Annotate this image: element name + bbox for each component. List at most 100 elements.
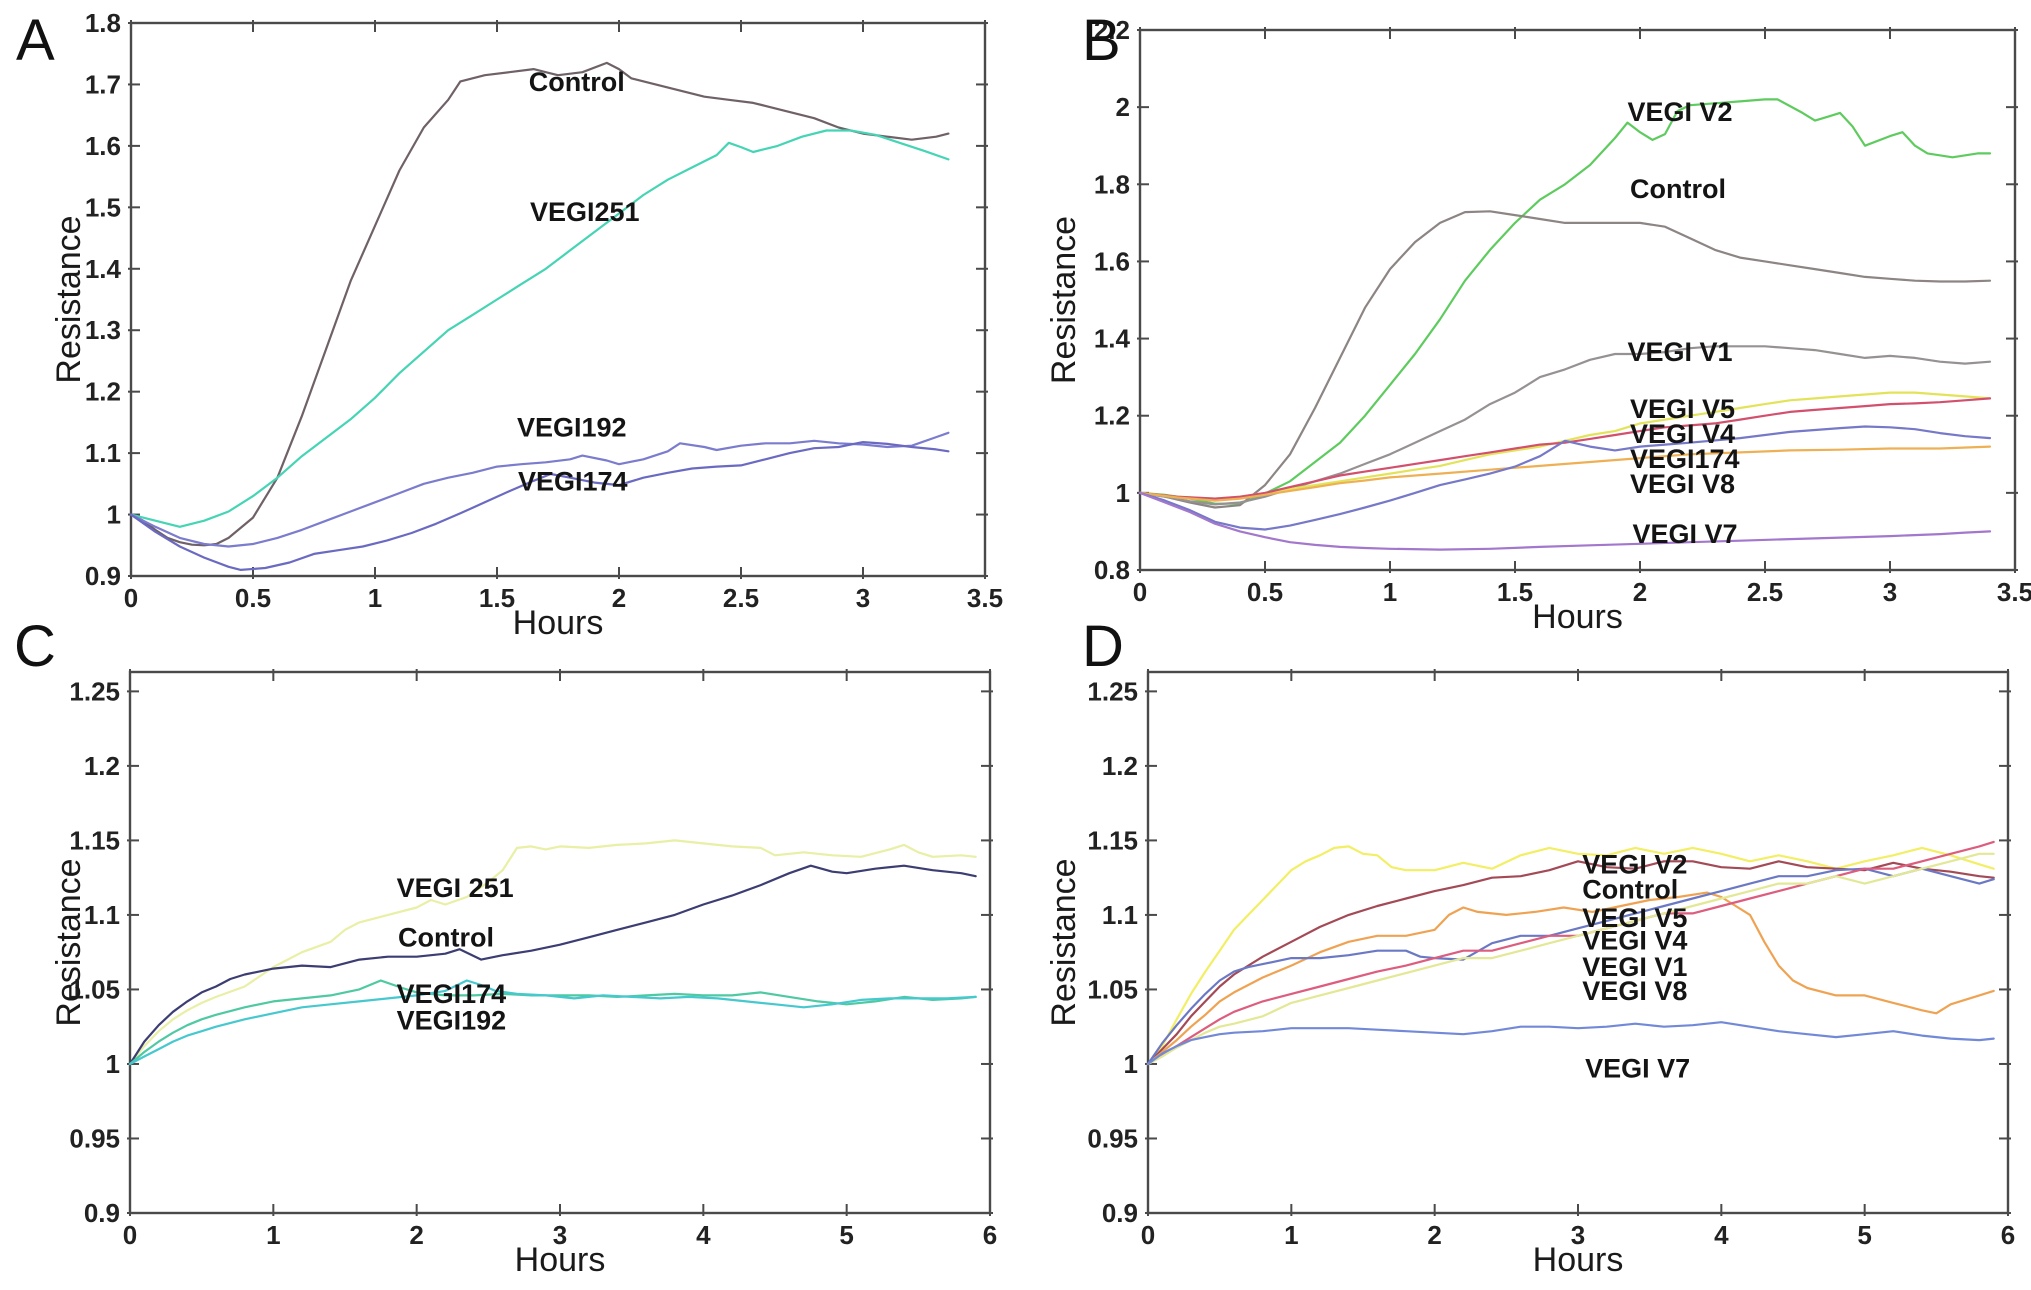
series-label-vegi174: VEGI174 <box>518 466 628 496</box>
y-tick-label: 0.8 <box>1094 555 1130 585</box>
y-tick-label: 1.05 <box>1087 974 1138 1004</box>
y-tick-label: 1.25 <box>1087 676 1138 706</box>
y-tick-label: 2.2 <box>1094 15 1130 45</box>
x-tick-label: 2 <box>409 1220 423 1250</box>
series-label-vegi-v7: VEGI V7 <box>1585 1053 1690 1083</box>
series-label-vegi-v4: VEGI V4 <box>1630 419 1735 449</box>
series-label-vegi-v7: VEGI V7 <box>1633 519 1738 549</box>
x-tick-label: 3 <box>856 583 870 613</box>
y-axis-label: Resistance <box>1045 216 1083 384</box>
y-tick-label: 1.25 <box>69 676 120 706</box>
x-axis-label: Hours <box>513 604 604 642</box>
x-tick-label: 0 <box>1141 1220 1155 1250</box>
series-label-vegi192: VEGI192 <box>517 412 627 442</box>
x-tick-label: 4 <box>1714 1220 1729 1250</box>
series-line-vegi192 <box>128 979 977 1066</box>
x-tick-label: 0 <box>123 1220 137 1250</box>
y-axis-label: Resistance <box>50 215 88 383</box>
y-tick-label: 1.2 <box>1102 751 1138 781</box>
series-label-vegi-v1: VEGI V1 <box>1628 337 1733 367</box>
y-tick-label: 1.6 <box>1094 246 1130 276</box>
panel-letter-c: C <box>14 614 56 679</box>
series-label-vegi174: VEGI174 <box>397 979 507 1009</box>
plot-frame <box>1146 670 2010 1215</box>
series-label-control: Control <box>529 67 625 97</box>
panel-letter-d: D <box>1082 614 1124 679</box>
x-tick-label: 1 <box>1284 1220 1298 1250</box>
x-tick-label: 3.5 <box>1997 577 2031 607</box>
panel-d: 0 1 2 3 4 5 6 0.9 0.95 1 1.05 1.1 1.15 1.2 1.25 Hours Re… <box>1045 614 2015 1279</box>
series-label-vegi174: VEGI174 <box>1630 444 1740 474</box>
series-label-control: Control <box>1582 875 1678 905</box>
x-tick-label: 2.5 <box>723 583 759 613</box>
y-tick-label: 2 <box>1116 92 1130 122</box>
y-tick-label: 1.5 <box>85 192 121 222</box>
x-tick-label: 0.5 <box>1247 577 1283 607</box>
series-line-vegi-v2 <box>1138 98 1992 505</box>
y-tick-label: 1.3 <box>85 315 121 345</box>
series-label-vegi-v2: VEGI V2 <box>1628 97 1733 127</box>
x-tick-label: 0 <box>1133 577 1147 607</box>
y-tick-label: 1.7 <box>85 69 121 99</box>
series-line-vegi174 <box>1138 445 1992 502</box>
y-axis-label: Resistance <box>1045 858 1083 1026</box>
x-tick-label: 6 <box>2001 1220 2015 1250</box>
y-tick-label: 1 <box>1124 1049 1138 1079</box>
series-label-vegi-251: VEGI 251 <box>397 873 514 903</box>
series-line-vegi-v4 <box>1138 397 1992 500</box>
series-line-vegi174 <box>128 979 977 1066</box>
panel-letter-a: A <box>16 8 55 73</box>
y-tick-label: 1 <box>1116 478 1130 508</box>
y-tick-label: 1.4 <box>85 254 122 284</box>
series-line-vegi-v5 <box>1146 891 1995 1066</box>
y-tick-label: 1.1 <box>84 900 120 930</box>
series-label-vegi-v5: VEGI V5 <box>1582 903 1687 933</box>
series-line-control <box>128 864 977 1066</box>
series-line-vegi-v7 <box>1138 491 1992 551</box>
series-line-vegi-v8 <box>1138 425 1992 531</box>
series-label-vegi192: VEGI192 <box>397 1006 507 1036</box>
x-axis-label: Hours <box>515 1241 606 1279</box>
x-tick-label: 3.5 <box>967 583 1003 613</box>
y-tick-label: 1 <box>107 500 121 530</box>
series-line-vegi-v2 <box>1146 845 1995 1066</box>
x-tick-label: 2.5 <box>1747 577 1783 607</box>
y-tick-label: 1.8 <box>85 8 121 38</box>
y-tick-label: 0.9 <box>1102 1198 1138 1228</box>
y-tick-label: 1.2 <box>84 751 120 781</box>
x-tick-label: 5 <box>839 1220 853 1250</box>
y-tick-label: 1.05 <box>69 974 120 1004</box>
series-line-vegi-251 <box>128 839 977 1066</box>
y-tick-label: 0.9 <box>84 1198 120 1228</box>
x-tick-label: 2 <box>1427 1220 1441 1250</box>
x-tick-label: 3 <box>553 1220 567 1250</box>
series-label-vegi-v2: VEGI V2 <box>1582 849 1687 879</box>
y-tick-label: 1.2 <box>1094 401 1130 431</box>
series-label-control: Control <box>398 922 494 952</box>
panel-a: 0 0.5 1 1.5 2 2.5 3 3.5 0.9 1 1.1 1.2 1.3 1.4 1.5 1.6 1.… <box>16 8 1003 642</box>
series-line-vegi-v4 <box>1146 867 1995 1066</box>
x-axis-label: Hours <box>1532 598 1623 636</box>
x-tick-label: 1 <box>266 1220 280 1250</box>
x-tick-label: 6 <box>983 1220 997 1250</box>
series-line-vegi192 <box>129 431 950 548</box>
x-tick-label: 5 <box>1857 1220 1871 1250</box>
panel-b: 0 0.5 1 1.5 2 2.5 3 3.5 0.8 1 1.2 1.4 1.6 1.8 2 2.2 Hour… <box>1045 8 2031 636</box>
series-label-vegi-v8: VEGI V8 <box>1582 976 1687 1006</box>
panel-c: 0 1 2 3 4 5 6 0.9 0.95 1 1.05 1.1 1.15 1.2 1.25 Hours Re… <box>14 614 997 1279</box>
series-label-vegi-v4: VEGI V4 <box>1582 925 1687 955</box>
y-tick-label: 1.4 <box>1094 324 1131 354</box>
x-axis-label: Hours <box>1533 1241 1624 1279</box>
x-tick-label: 1.5 <box>479 583 515 613</box>
series-label-control: Control <box>1630 174 1726 204</box>
y-tick-label: 0.95 <box>1087 1123 1138 1153</box>
y-axis-label: Resistance <box>50 858 88 1026</box>
x-tick-label: 1.5 <box>1497 577 1533 607</box>
series-line-vegi-v5 <box>1138 391 1992 500</box>
series-line-vegi-v7 <box>1146 1021 1995 1066</box>
x-tick-label: 1 <box>368 583 382 613</box>
series-label-vegi-v5: VEGI V5 <box>1630 394 1735 424</box>
y-tick-label: 1.8 <box>1094 169 1130 199</box>
x-tick-label: 1 <box>1383 577 1397 607</box>
